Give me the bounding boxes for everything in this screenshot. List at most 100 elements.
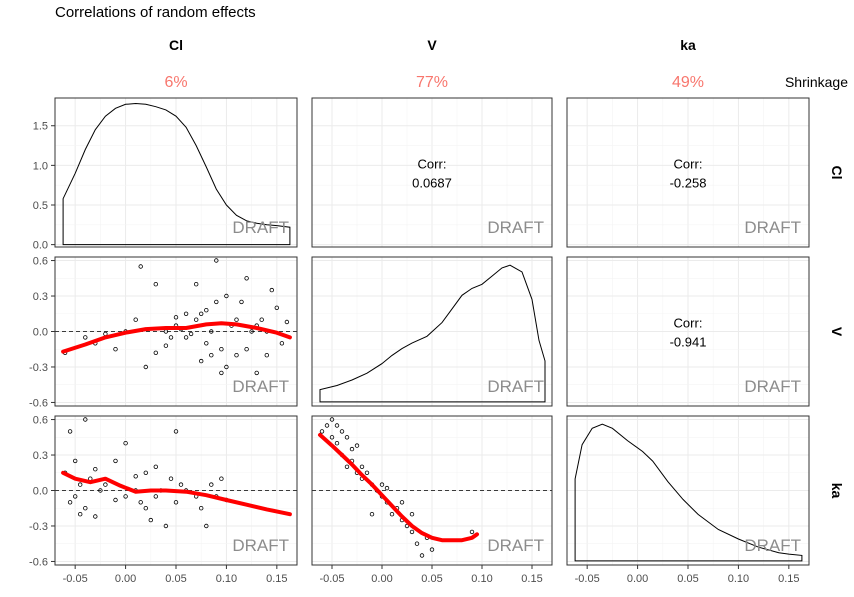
x-tick-label: 0.15 [266, 573, 287, 585]
scatter-point [324, 423, 330, 428]
scatter-point [198, 358, 204, 364]
panel-border [311, 256, 553, 407]
scatter-point [143, 506, 148, 511]
scatter-point [103, 482, 108, 487]
x-tick-label: 0.10 [216, 573, 237, 585]
panel-v-v: DRAFT [311, 256, 553, 407]
scatter-point [113, 497, 118, 503]
corr-label: Corr: [674, 157, 703, 172]
row-header-ka: ka [829, 483, 845, 499]
y-tick-label: 0.3 [33, 291, 48, 303]
panel-grid: DRAFT Corr: 0.0687 DRAFT Corr: -0.258 DRAFT DRA… [54, 97, 810, 566]
scatter-point [409, 529, 415, 535]
scatter-point [269, 287, 274, 293]
scatter-point [329, 417, 335, 422]
scatter-point [219, 347, 224, 352]
scatter-point [77, 482, 83, 487]
scatter-point [334, 441, 340, 446]
panel-border [311, 97, 553, 248]
chart-title: Correlations of random effects [55, 4, 256, 21]
scatter-point [123, 494, 128, 499]
y-tick-label: 0.6 [33, 415, 48, 427]
shrinkage-v: 77% [416, 74, 448, 91]
scatter-point [168, 476, 174, 481]
panel-cl-cl: DRAFT [54, 97, 298, 248]
scatter-point [209, 329, 214, 334]
shrinkage-ka: 49% [672, 74, 704, 91]
scatter-point [143, 470, 148, 475]
scatter-point [329, 435, 335, 440]
scatter-point [319, 429, 325, 434]
scatter-point [133, 474, 138, 479]
draft-watermark: DRAFT [232, 218, 289, 237]
scatter-point [123, 441, 128, 446]
row-headers: Cl Vka [829, 166, 845, 499]
scatter-point [198, 311, 204, 316]
scatter-point [239, 299, 244, 305]
panel-cl-ka: Corr: -0.258 DRAFT [566, 97, 810, 248]
row-header-cl: Cl [829, 166, 845, 180]
scatter-point [234, 317, 239, 322]
scatter-point [148, 517, 153, 523]
scatter-point [133, 317, 138, 322]
x-tick-label: -0.05 [63, 573, 88, 585]
corr-value-v_ka: -0.941 [670, 335, 707, 350]
draft-watermark: DRAFT [744, 218, 801, 237]
scatter-point [67, 429, 73, 434]
y-tick-label: 1.5 [33, 121, 48, 133]
scatter-point [249, 329, 254, 334]
scatter-point [183, 311, 189, 316]
panel-v-cl: DRAFT [54, 256, 298, 407]
x-tick-label: 0.00 [627, 573, 648, 585]
scatter-point [77, 512, 83, 517]
x-tick-label: 0.05 [421, 573, 442, 585]
panel-ka-cl: DRAFT [54, 415, 298, 566]
scatter-point [188, 331, 194, 337]
panel-cl-v: Corr: 0.0687 DRAFT [311, 97, 553, 248]
scatter-point [183, 335, 189, 340]
scatter-point [83, 506, 88, 511]
scatter-point [113, 347, 118, 352]
scatter-point [254, 370, 259, 376]
draft-watermark: DRAFT [487, 218, 544, 237]
y-tick-label: -0.6 [29, 397, 48, 409]
scatter-point [67, 500, 73, 505]
y-tick-label: 0.5 [33, 200, 48, 212]
draft-watermark: DRAFT [232, 536, 289, 555]
draft-watermark: DRAFT [487, 536, 544, 555]
scatter-point [173, 315, 179, 320]
scatter-point [93, 467, 98, 472]
panel-border [566, 97, 810, 248]
scatter-point [244, 347, 249, 352]
scatter-point [143, 364, 148, 370]
scatter-point [244, 276, 249, 281]
scatter-point [93, 514, 98, 519]
scatter-point [389, 512, 395, 517]
scatter-point [384, 485, 390, 491]
draft-watermark: DRAFT [487, 377, 544, 396]
draft-watermark: DRAFT [232, 377, 289, 396]
scatter-point [138, 264, 143, 269]
scatter-point [204, 308, 209, 313]
scatter-point [204, 523, 209, 529]
scatter-point [72, 494, 78, 499]
scatter-point [274, 305, 279, 310]
y-tick-label: -0.6 [29, 556, 48, 568]
panel-ka-ka: DRAFT [566, 415, 810, 566]
corr-label: Corr: [674, 316, 703, 331]
scatter-point [113, 458, 118, 464]
panel-v-ka: Corr: -0.941 DRAFT [566, 256, 810, 407]
density-curve-ka [574, 423, 803, 562]
scatter-point [219, 476, 224, 481]
panel-ka-v: DRAFT [311, 415, 553, 566]
scatter-point [153, 350, 158, 355]
scatter-point [429, 547, 435, 552]
scatter-point [178, 482, 184, 487]
y-tick-label: -0.3 [29, 362, 48, 374]
panel-border [54, 97, 298, 248]
draft-watermark: DRAFT [744, 377, 801, 396]
shrinkage-label: Shrinkage [785, 74, 848, 90]
scatter-point [163, 343, 169, 348]
scatter-point [279, 341, 285, 346]
